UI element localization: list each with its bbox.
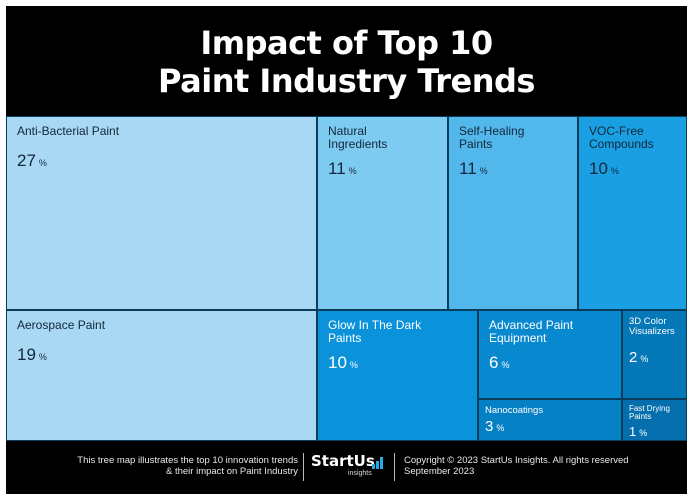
tile-value: 27%: [17, 151, 47, 171]
tile-label: Nanocoatings: [485, 405, 544, 416]
treemap-tile: Fast Drying Paints 1%: [622, 399, 687, 441]
title-line-1: Impact of Top 10: [200, 24, 493, 62]
tile-label: Advanced Paint Equipment: [489, 318, 574, 345]
tile-value-number: 11: [328, 159, 346, 178]
tile-value: 1%: [629, 424, 647, 439]
treemap-tile: Nanocoatings 3%: [478, 399, 622, 441]
tile-value-unit: %: [640, 354, 649, 364]
tile-value-unit: %: [501, 360, 510, 370]
title-line-2: Paint Industry Trends: [158, 62, 535, 100]
treemap-tile: 3D Color Visualizers 2%: [622, 310, 687, 399]
tile-value-number: 27: [17, 151, 36, 170]
startus-logo: StartUs insights: [311, 452, 386, 484]
tile-label: Glow In The Dark Paints: [328, 318, 422, 345]
tile-value-number: 6: [489, 353, 499, 372]
logo-subtitle: insights: [348, 470, 372, 477]
tile-value: 6%: [489, 353, 509, 373]
tile-value-number: 3: [485, 418, 494, 435]
tile-label: Self-Healing Paints: [459, 124, 525, 151]
treemap-tile: Natural Ingredients 11%: [317, 116, 448, 310]
treemap-tile: Glow In The Dark Paints 10%: [317, 310, 478, 441]
footer-separator-left: [303, 453, 304, 481]
logo-bars-icon: [372, 457, 386, 469]
tile-label: Fast Drying Paints: [629, 404, 670, 421]
tile-value-unit: %: [639, 428, 648, 438]
tile-label: 3D Color Visualizers: [629, 316, 675, 337]
infographic-frame: Impact of Top 10 Paint Industry Trends A…: [6, 6, 687, 494]
tile-value-unit: %: [496, 423, 505, 433]
tile-value-number: 1: [629, 424, 637, 439]
treemap-tile: Self-Healing Paints 11%: [448, 116, 578, 310]
tile-value-number: 2: [629, 349, 638, 366]
tile-value-unit: %: [348, 166, 357, 176]
tile-value: 19%: [17, 345, 47, 365]
tile-value-unit: %: [610, 166, 619, 176]
tile-value-number: 19: [17, 345, 36, 364]
treemap-tile: Advanced Paint Equipment 6%: [478, 310, 622, 399]
tile-value-number: 11: [459, 159, 477, 178]
tile-value-number: 10: [328, 353, 347, 372]
treemap-tile: VOC-Free Compounds 10%: [578, 116, 687, 310]
tile-value-unit: %: [38, 352, 47, 362]
treemap-tile: Aerospace Paint 19%: [6, 310, 317, 441]
chart-title: Impact of Top 10 Paint Industry Trends: [6, 6, 687, 116]
footer-separator-right: [394, 453, 395, 481]
footer-copyright: Copyright © 2023 StartUs Insights. All r…: [404, 455, 629, 477]
tile-value: 3%: [485, 418, 504, 435]
tile-value: 10%: [589, 159, 619, 179]
tile-label: Aerospace Paint: [17, 318, 106, 332]
tile-label: Natural Ingredients: [328, 124, 388, 151]
tile-value: 10%: [328, 353, 358, 373]
treemap: Anti-Bacterial Paint 27% Natural Ingredien…: [6, 116, 687, 441]
tile-value-unit: %: [38, 158, 47, 168]
logo-wordmark: StartUs: [311, 452, 375, 470]
treemap-tile: Anti-Bacterial Paint 27%: [6, 116, 317, 310]
footer: This tree map illustrates the top 10 inn…: [6, 441, 687, 494]
tile-value-unit: %: [349, 360, 358, 370]
tile-label: VOC-Free Compounds: [589, 124, 654, 151]
footer-description: This tree map illustrates the top 10 inn…: [77, 455, 298, 477]
tile-value: 11%: [459, 159, 488, 179]
tile-value-unit: %: [479, 166, 488, 176]
tile-value-number: 10: [589, 159, 608, 178]
tile-value: 11%: [328, 159, 357, 179]
tile-label: Anti-Bacterial Paint: [17, 124, 120, 138]
tile-value: 2%: [629, 349, 648, 366]
